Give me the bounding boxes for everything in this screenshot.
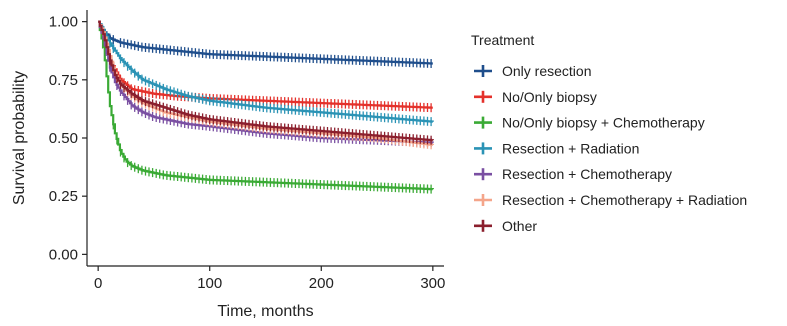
censor-marks: [101, 39, 432, 194]
y-tick-label: 0.00: [49, 246, 78, 263]
y-tick-label: 0.50: [49, 130, 78, 147]
legend-item: No/Only biopsy + Chemotherapy: [474, 115, 705, 131]
censor-marks: [109, 55, 432, 145]
legend-label: No/Only biopsy + Chemotherapy: [502, 115, 705, 131]
legend-label: Only resection: [502, 63, 591, 79]
x-tick-label: 100: [197, 275, 222, 292]
x-ticks: 0 100 200 300: [94, 266, 445, 292]
series-3: [98, 20, 434, 194]
y-tick-label: 0.25: [49, 188, 78, 205]
y-axis-title: Survival probability: [11, 71, 28, 205]
legend-title: Treatment: [471, 32, 534, 48]
x-tick-label: 300: [420, 275, 445, 292]
legend-label: Resection + Chemotherapy: [502, 166, 672, 182]
axes: 0 100 200 300 0.00 0.25 0.50 0.75 1.00 Time, mo…: [11, 10, 445, 320]
series-4: [98, 20, 434, 127]
legend: Treatment Only resection No/Only biopsy No…: [471, 32, 747, 234]
legend-items: Only resection No/Only biopsy No/Only biop…: [474, 63, 747, 234]
legend-label: Other: [502, 218, 537, 234]
survival-curve: [98, 20, 433, 65]
x-tick-label: 200: [309, 275, 334, 292]
y-tick-label: 0.75: [49, 72, 78, 89]
legend-label: Resection + Chemotherapy + Radiation: [502, 192, 747, 208]
legend-item: No/Only biopsy: [474, 89, 597, 105]
series-1: [98, 20, 433, 68]
series-7: [98, 20, 434, 145]
legend-item: Resection + Chemotherapy: [474, 166, 672, 182]
legend-item: Resection + Chemotherapy + Radiation: [474, 192, 747, 208]
censor-marks: [101, 24, 432, 127]
y-tick-label: 1.00: [49, 14, 78, 31]
legend-item: Resection + Radiation: [474, 140, 639, 156]
x-axis-title: Time, months: [217, 303, 313, 320]
y-ticks: 0.00 0.25 0.50 0.75 1.00: [49, 14, 87, 263]
legend-label: Resection + Radiation: [502, 140, 639, 156]
legend-item: Other: [474, 218, 537, 234]
legend-label: No/Only biopsy: [502, 89, 597, 105]
legend-item: Only resection: [474, 63, 591, 79]
x-tick-label: 0: [94, 275, 102, 292]
censor-marks: [109, 33, 432, 68]
plot-area: [98, 20, 434, 194]
